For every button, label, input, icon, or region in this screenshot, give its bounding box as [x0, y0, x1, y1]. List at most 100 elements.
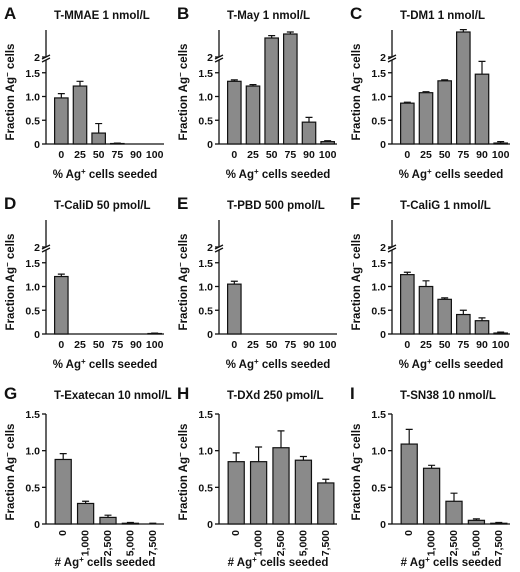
bar-chart-f: F T-CaliG 1 nmol/L 0 0.5 1.0 1.5 2 0 25 50 75 90 100… — [349, 194, 510, 371]
bar — [72, 85, 88, 145]
x-tick-label: 2,500 — [448, 530, 460, 556]
y-axis-label: Fraction Ag− cells — [349, 234, 363, 331]
y-tick-label: 2 — [34, 52, 40, 64]
error-bar — [472, 518, 480, 521]
bar — [474, 73, 490, 145]
x-tick-label: 50 — [266, 339, 278, 351]
error-bar — [277, 430, 285, 448]
chart-title: T-DM1 1 nmol/L — [400, 10, 485, 22]
error-bar — [405, 428, 413, 445]
chart-title: T-Exatecan 10 nmol/L — [54, 390, 172, 402]
y-axis-label: Fraction Ag− cells — [349, 424, 363, 521]
x-tick-label: 75 — [111, 149, 123, 161]
error-bar — [305, 116, 313, 123]
error-bar — [76, 80, 84, 87]
x-tick-label: 50 — [93, 339, 105, 351]
x-tick-label: 0 — [404, 149, 410, 161]
bar — [121, 522, 140, 525]
bar — [76, 502, 95, 525]
x-tick-label: 75 — [457, 339, 469, 351]
error-bar — [255, 446, 263, 462]
x-tick-label: 2,500 — [102, 530, 114, 556]
bar-chart-b: B T-May 1 nmol/L 0 0.5 1.0 1.5 2 0 25 50 75 90 100 % … — [176, 4, 337, 181]
error-bar — [459, 309, 467, 315]
y-tick-label: 1.0 — [198, 446, 213, 458]
bar — [437, 80, 452, 145]
bar — [493, 142, 508, 145]
x-tick-label: 0 — [403, 530, 415, 536]
bar — [400, 443, 418, 525]
chart-title: T-SN38 10 nmol/L — [400, 390, 496, 402]
error-bar — [450, 492, 458, 502]
chart-title: T-MMAE 1 nmol/L — [54, 10, 150, 22]
y-tick-label: 2 — [380, 242, 386, 254]
x-tick-label: 75 — [284, 149, 296, 161]
x-tick-label: 25 — [74, 339, 86, 351]
bar — [227, 283, 242, 335]
x-tick-label: 100 — [492, 149, 510, 161]
y-axis-label: Fraction Ag− cells — [3, 44, 17, 141]
error-bar — [478, 60, 486, 75]
y-tick-label: 1.0 — [371, 446, 386, 458]
x-tick-label: 100 — [146, 339, 164, 351]
panel-h: H T-DXd 250 pmol/L 0 0.5 1.0 1.5 0 1,000 2,500 5,… — [173, 382, 346, 572]
panel-letter: F — [350, 194, 360, 213]
y-tick-label: 0.5 — [25, 305, 40, 317]
y-tick-label: 0 — [380, 329, 386, 341]
y-tick-label: 1.5 — [198, 258, 213, 270]
x-tick-label: 75 — [457, 149, 469, 161]
y-tick-label: 1.0 — [371, 92, 386, 104]
x-tick-label: 50 — [266, 149, 278, 161]
bar — [493, 332, 508, 335]
bar — [490, 522, 508, 525]
y-tick-label: 0.5 — [198, 482, 213, 494]
x-tick-label: 25 — [420, 149, 432, 161]
y-tick-label: 1.0 — [25, 446, 40, 458]
error-bar — [149, 522, 157, 524]
axis-break-mark — [214, 57, 224, 63]
panel-e: E T-PBD 500 pmol/L 0 0.5 1.0 1.5 2 0 25 50 75 90 100… — [173, 192, 346, 382]
chart-title: T-CaliD 50 pmol/L — [54, 200, 151, 212]
x-tick-label: 0 — [404, 339, 410, 351]
x-axis-label: % Ag+ cells seeded — [53, 167, 158, 181]
chart-title: T-CaliG 1 nmol/L — [400, 200, 491, 212]
bar — [418, 285, 434, 335]
panel-a: A T-MMAE 1 nmol/L 0 0.5 1.0 1.5 2 0 25 50 75 90 100%… — [0, 2, 173, 192]
error-bar — [59, 453, 67, 460]
panel-letter: C — [350, 4, 362, 23]
x-tick-label: 0 — [230, 530, 242, 536]
x-tick-label: 100 — [319, 149, 337, 161]
bar — [272, 447, 290, 525]
panel-c: C T-DM1 1 nmol/L 0 0.5 1.0 1.5 2 0 25 50 75 90 100 % … — [346, 2, 519, 192]
bar — [294, 459, 313, 525]
y-axis-label: Fraction Ag− cells — [349, 44, 363, 141]
y-tick-label: 1.5 — [198, 68, 213, 80]
bar-chart-e: E T-PBD 500 pmol/L 0 0.5 1.0 1.5 2 0 25 50 75 90 100… — [176, 194, 337, 371]
error-bar — [104, 514, 112, 518]
bar-chart-c: C T-DM1 1 nmol/L 0 0.5 1.0 1.5 2 0 25 50 75 90 100 % … — [349, 4, 510, 181]
x-tick-label: 50 — [439, 339, 451, 351]
chart-title: T-DXd 250 pmol/L — [227, 390, 324, 402]
y-tick-label: 1.0 — [198, 282, 213, 294]
x-tick-label: 100 — [319, 339, 337, 351]
x-tick-label: 0 — [58, 339, 64, 351]
y-axis-label: Fraction Ag− cells — [3, 424, 17, 521]
panel-i: I T-SN38 10 nmol/L 0 0.5 1.0 1.5 0 1,000 2,500 5,… — [346, 382, 519, 572]
x-tick-label: 100 — [146, 149, 164, 161]
chart-title: T-May 1 nmol/L — [227, 10, 310, 22]
x-tick-label: 90 — [130, 149, 142, 161]
panel-letter: A — [4, 4, 16, 23]
y-tick-label: 0 — [207, 519, 213, 531]
x-tick-label: 90 — [303, 339, 315, 351]
y-tick-label: 1.0 — [198, 92, 213, 104]
bar — [227, 461, 245, 525]
x-axis-label: % Ag+ cells seeded — [226, 167, 331, 181]
error-bar — [497, 141, 505, 144]
y-tick-label: 0 — [34, 139, 40, 151]
y-tick-label: 2 — [380, 52, 386, 64]
x-tick-label: 1,000 — [80, 530, 92, 556]
error-bar — [322, 478, 330, 483]
panel-g: G T-Exatecan 10 nmol/L 0 0.5 1.0 1.5 0 1,000 2,5… — [0, 382, 173, 572]
y-tick-label: 0.5 — [198, 115, 213, 127]
x-tick-label: 7,500 — [147, 530, 159, 556]
